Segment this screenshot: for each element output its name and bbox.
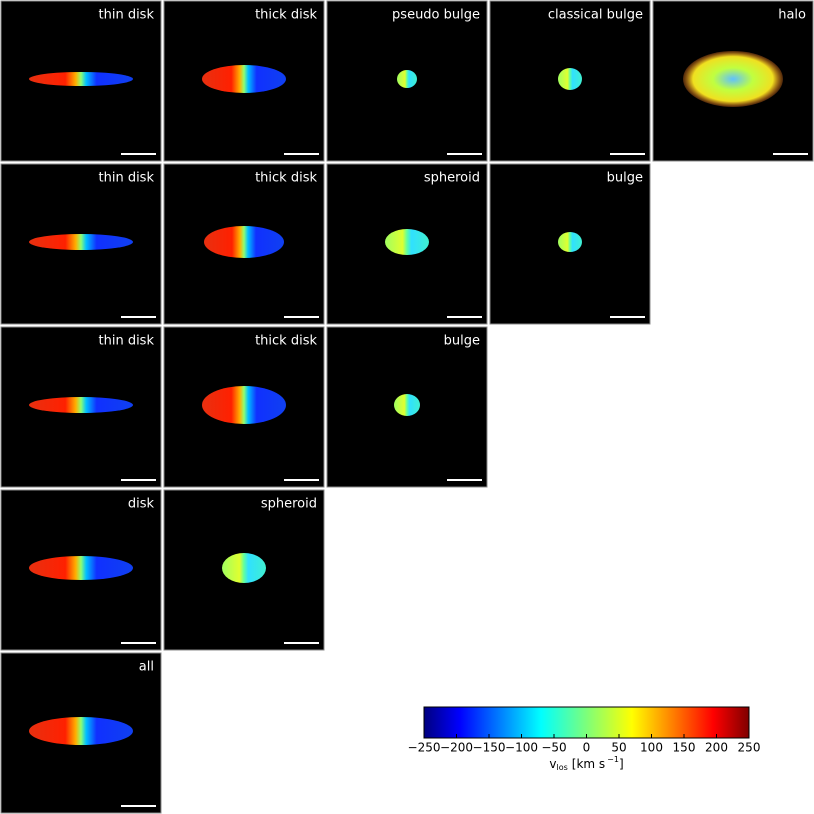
velocity-map	[29, 72, 133, 86]
panel-label: pseudo bulge	[392, 8, 480, 23]
velocity-map	[202, 65, 286, 93]
panel-label: thick disk	[255, 8, 317, 23]
panel-label: spheroid	[261, 497, 317, 512]
panel: thick disk	[163, 0, 325, 162]
panel-label: halo	[778, 8, 806, 23]
velocity-map	[683, 51, 783, 107]
panel-label: thin disk	[99, 334, 155, 349]
colorbar-scale	[423, 706, 750, 739]
velocity-map	[558, 68, 582, 90]
panel: halo	[652, 0, 814, 162]
panel-label: thick disk	[255, 334, 317, 349]
panel: bulge	[489, 163, 651, 325]
x-tick-label: −250	[408, 741, 441, 755]
x-tick-label: −150	[473, 741, 506, 755]
panel: thick disk	[163, 163, 325, 325]
velocity-map	[29, 556, 133, 580]
panel: spheroid	[163, 489, 325, 651]
colorbar: −250 −200 −150 −100 −50 0 50 100 150 200 250 vlos [k…	[408, 706, 761, 772]
panel: thin disk	[0, 163, 162, 325]
label-exponent: −1	[607, 755, 619, 764]
panel: pseudo bulge	[326, 0, 488, 162]
velocity-map	[385, 229, 429, 255]
label-symbol: v	[549, 757, 556, 771]
velocity-map	[29, 397, 133, 413]
panel-label: disk	[128, 497, 155, 512]
velocity-map	[397, 70, 417, 88]
velocity-map	[29, 717, 133, 745]
panel-label: bulge	[444, 334, 480, 349]
velocity-map	[394, 394, 420, 416]
velocity-map	[204, 226, 284, 258]
label-subscript: los	[556, 763, 567, 772]
panel: disk	[0, 489, 162, 651]
panel: thick disk	[163, 326, 325, 488]
x-axis-label: vlos [km s −1]	[549, 755, 623, 772]
x-tick-label: −50	[541, 741, 566, 755]
velocity-map	[558, 232, 582, 252]
panel-label: classical bulge	[548, 8, 643, 23]
x-tick-label: 150	[673, 741, 696, 755]
x-tick-label: 250	[738, 741, 761, 755]
panel-label: thick disk	[255, 171, 317, 186]
x-tick-label: −200	[440, 741, 473, 755]
panel-label: spheroid	[424, 171, 480, 186]
x-tick-label: 50	[611, 741, 626, 755]
panel: spheroid	[326, 163, 488, 325]
x-tick-label: 100	[640, 741, 663, 755]
x-tick-label: 0	[583, 741, 591, 755]
panel: all	[0, 652, 162, 814]
panel-label: thin disk	[99, 171, 155, 186]
x-tick-label: 200	[705, 741, 728, 755]
panel: bulge	[326, 326, 488, 488]
x-tick-label: −100	[505, 741, 538, 755]
panel: thin disk	[0, 326, 162, 488]
velocity-map	[29, 234, 133, 250]
panel-background	[489, 163, 651, 325]
panel: thin disk	[0, 0, 162, 162]
panel-label: all	[139, 660, 154, 675]
velocity-map	[222, 553, 266, 583]
panel-label: bulge	[607, 171, 643, 186]
label-unit: [km s	[572, 757, 605, 771]
label-close: ]	[619, 757, 624, 771]
panel-label: thin disk	[99, 8, 155, 23]
panel: classical bulge	[489, 0, 651, 162]
velocity-map	[202, 386, 286, 424]
